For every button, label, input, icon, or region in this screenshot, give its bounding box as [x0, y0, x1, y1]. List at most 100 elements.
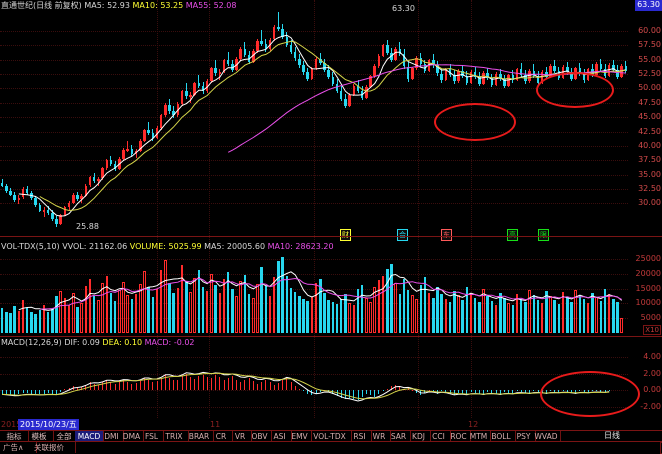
volume-bar — [465, 287, 469, 333]
volume-bar — [51, 309, 54, 333]
macd-histogram-bar — [269, 382, 271, 391]
indicator-button-dma[interactable]: DMA — [120, 431, 144, 442]
macd-histogram-bar — [491, 390, 493, 393]
event-marker[interactable]: 东 — [441, 229, 452, 241]
indicator-button-asi[interactable]: ASI — [268, 431, 292, 442]
macd-histogram-bar — [206, 377, 208, 391]
macd-histogram-bar — [307, 390, 309, 394]
price-axis-label: 40.00 — [638, 140, 661, 150]
macd-histogram-bar — [520, 390, 522, 392]
volume-bar — [72, 292, 75, 333]
macd-histogram-bar — [261, 382, 263, 391]
macd-histogram-bar — [39, 390, 41, 395]
macd-histogram-bar — [265, 379, 267, 391]
volume-bar — [218, 293, 222, 333]
indicator-button-sar[interactable]: SAR — [387, 431, 411, 442]
footer-bar[interactable]: 广告∧关联报价 日线 + - 0 — [0, 431, 662, 454]
toolbar-button-模板[interactable]: 模板 — [25, 431, 54, 442]
macd-histogram-bar — [449, 390, 451, 395]
vvol-value: 21162.06 — [89, 242, 128, 251]
macd-histogram-bar — [315, 390, 317, 395]
indicator-button-obv[interactable]: OBV — [248, 431, 272, 442]
footer-button[interactable]: 关联报价 — [31, 442, 76, 453]
vol-ma10-label: MA10: — [267, 242, 293, 251]
volume-bar — [352, 305, 356, 333]
volume-indicator-name: VOL-TDX(5,10) — [1, 242, 60, 251]
volume-bar — [76, 306, 79, 333]
macd-histogram-bar — [198, 376, 200, 391]
indicator-button-roc[interactable]: ROC — [447, 431, 471, 442]
volume-bar — [398, 293, 402, 333]
volume-bar — [557, 304, 561, 333]
footer-button[interactable]: 广告∧ — [0, 442, 37, 453]
macd-chart-panel[interactable]: 4.00 2.00 0.00 -2.00 MACD(12,26,9) DIF: 0.0… — [0, 337, 662, 418]
indicator-button-vol-tdx[interactable]: VOL-TDX — [308, 431, 352, 442]
indicator-button-psy[interactable]: PSY — [512, 431, 536, 442]
macd-histogram-bar — [374, 390, 376, 397]
volume-bar — [574, 290, 577, 333]
indicator-button-mtm[interactable]: MTM — [467, 431, 491, 442]
indicator-toolbar[interactable]: 指标 模板 全部 MACD DMI DMA FSL TRIX BRAR CR VR OBV ASI EM… — [0, 430, 662, 443]
volume-bar — [222, 279, 226, 333]
macd-histogram-bar — [499, 390, 501, 395]
volume-bar — [490, 301, 494, 333]
indicator-button-macd[interactable]: MACD — [75, 431, 104, 442]
period-label[interactable]: 日线 — [604, 431, 620, 440]
macd-histogram-bar — [102, 382, 104, 391]
volume-bar — [63, 298, 67, 333]
macd-histogram-bar — [177, 379, 179, 391]
macd-histogram-bar — [26, 390, 28, 394]
indicator-button-fsl[interactable]: FSL — [140, 431, 164, 442]
toolbar-button-指标[interactable]: 指标 — [0, 431, 29, 442]
macd-histogram-bar — [516, 390, 518, 392]
indicator-button-cr[interactable]: CR — [210, 431, 233, 442]
macd-histogram-bar — [478, 390, 480, 394]
volume-bar — [155, 289, 159, 333]
indicator-button-cci[interactable]: CCI — [427, 431, 451, 442]
indicator-button-kdj[interactable]: KDJ — [407, 431, 431, 442]
indicator-button-vr[interactable]: VR — [229, 431, 252, 442]
indicator-button-wvad[interactable]: WVAD — [532, 431, 561, 442]
macd-histogram-bar — [173, 380, 175, 391]
volume-bar — [272, 277, 276, 333]
price-axis-label: 42.50 — [638, 126, 661, 136]
event-marker[interactable]: 限 — [538, 229, 549, 241]
peak-price-label: 63.30 — [392, 4, 415, 13]
price-chart-panel[interactable]: 60.00 57.50 55.00 52.50 50.00 47.50 45.00 42.50… — [0, 0, 662, 241]
price-axis-label: 52.50 — [638, 69, 661, 78]
indicator-button-dmi[interactable]: DMI — [100, 431, 124, 442]
event-marker[interactable]: 高 — [507, 229, 518, 241]
indicator-button-brar[interactable]: BRAR — [185, 431, 214, 442]
volume-bar — [80, 302, 83, 333]
indicator-button-rsi[interactable]: RSI — [348, 431, 372, 442]
date-prefix: 2015 — [1, 420, 22, 429]
indicator-button-emv[interactable]: EMV — [288, 431, 312, 442]
price-axis-label: 45.00 — [638, 112, 661, 122]
macd-histogram-bar — [202, 374, 204, 391]
volume-bar — [9, 312, 12, 333]
selected-date-label: 2015/10/23/五 — [18, 419, 79, 430]
macd-histogram-bar — [386, 388, 388, 391]
macd-histogram-bar — [437, 390, 438, 394]
indicator-button-trix[interactable]: TRIX — [160, 431, 189, 442]
macd-histogram-bar — [361, 390, 363, 397]
indicator-button-wr[interactable]: WR — [368, 431, 391, 442]
volume-bar — [578, 295, 582, 333]
event-marker[interactable]: 财 — [340, 229, 351, 241]
macd-histogram-bar — [10, 390, 11, 395]
volume-bar — [25, 308, 29, 333]
volume-bar — [323, 292, 326, 333]
event-marker[interactable]: 合 — [397, 229, 408, 241]
indicator-button-boll[interactable]: BOLL — [487, 431, 516, 442]
macd-histogram-bar — [382, 390, 384, 392]
volume-bar — [457, 295, 460, 333]
date-axis-bar: 2015 2015/10/23/五 11 12 — [0, 419, 662, 431]
volume-bar — [101, 283, 104, 333]
macd-histogram-bar — [332, 390, 334, 395]
macd-histogram-bar — [403, 389, 405, 391]
macd-histogram-bar — [106, 380, 108, 391]
macd-histogram-bar — [537, 390, 539, 392]
volume-label: VOLUME: — [129, 242, 166, 251]
volume-bar — [256, 284, 259, 333]
volume-chart-panel[interactable]: 25000 20000 15000 10000 5000 VOL-TDX(5,10) V… — [0, 237, 662, 336]
